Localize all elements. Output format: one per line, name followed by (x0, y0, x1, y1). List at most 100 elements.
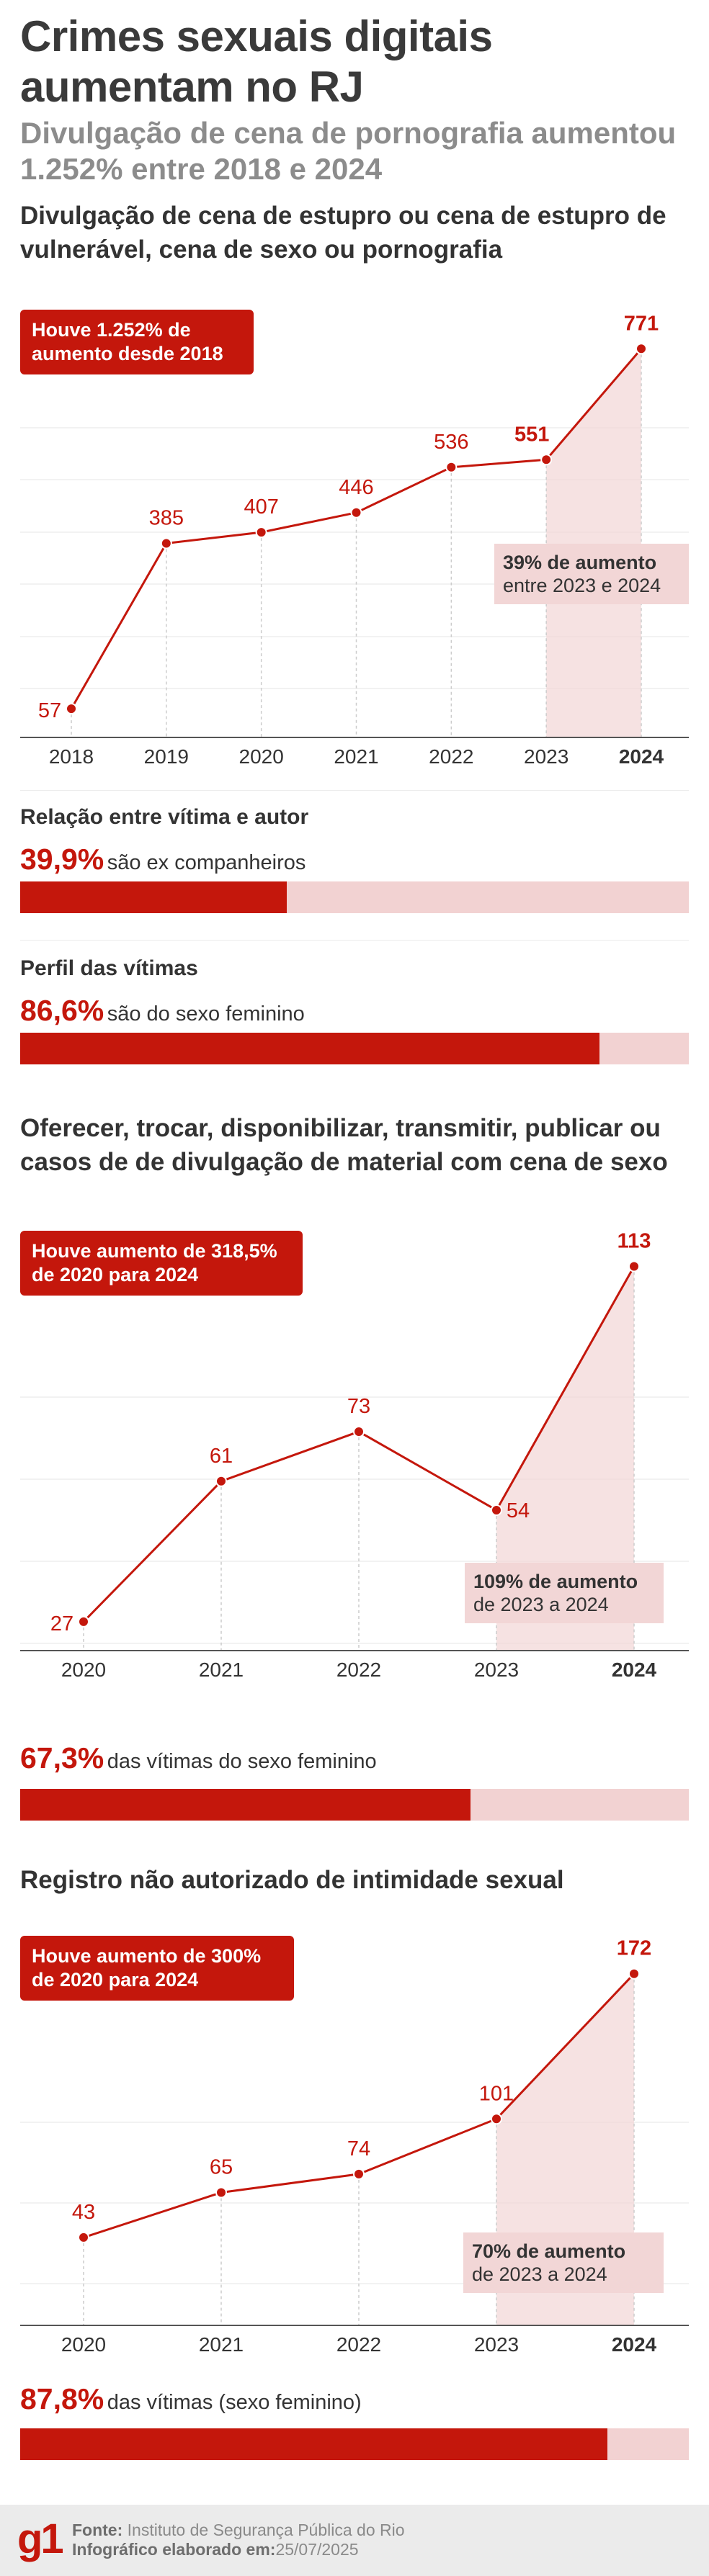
chart2-note-bold: 109% de aumento (473, 1571, 638, 1592)
relation-pct: 39,9% (20, 843, 104, 876)
data-label-2024: 113 (617, 1229, 651, 1252)
date-text: 25/07/2025 (275, 2540, 359, 2559)
divider (20, 790, 689, 791)
chart3-title: Registro não autorizado de intimidade se… (20, 1866, 564, 1894)
data-label-2023: 54 (507, 1499, 530, 1522)
data-label-2023: 101 (479, 2082, 514, 2105)
chart2-title: Oferecer, trocar, disponibilizar, transm… (20, 1114, 668, 1176)
x-tick-2021: 2021 (334, 745, 378, 768)
source-label: Fonte: (72, 2521, 123, 2539)
x-tick-2022: 2022 (336, 1659, 381, 1681)
x-tick-2019: 2019 (144, 745, 189, 768)
chart2-stat: 67,3% das vítimas do sexo feminino (20, 1741, 377, 1775)
page-subtitle: Divulgação de cena de pornografia aument… (20, 116, 677, 186)
chart1-highlight-note: 39% de aumento entre 2023 e 2024 (494, 544, 689, 604)
data-point-2020 (255, 526, 267, 539)
divider (20, 940, 689, 941)
data-point-2024 (628, 1967, 640, 1980)
date-label: Infográfico elaborado em: (72, 2540, 276, 2559)
chart1-note-bold: 39% de aumento (503, 552, 657, 573)
data-point-2022 (353, 2168, 365, 2180)
data-point-2022 (353, 1425, 365, 1437)
data-point-2024 (628, 1260, 640, 1273)
chart3-note-text: de 2023 a 2024 (472, 2263, 607, 2285)
footer: g1 Fonte: Instituto de Segurança Pública… (0, 2505, 709, 2576)
chart3-callout: Houve aumento de 300% de 2020 para 2024 (20, 1936, 294, 2001)
data-label-2018: 57 (38, 699, 61, 722)
source-text: Instituto de Segurança Pública do Rio (127, 2521, 405, 2539)
data-label-2022: 73 (347, 1395, 370, 1418)
data-label-2022: 536 (434, 431, 468, 454)
data-label-2021: 446 (339, 476, 373, 499)
data-point-2023 (491, 2113, 502, 2125)
data-point-2023 (491, 1504, 502, 1516)
x-tick-2024: 2024 (619, 745, 664, 768)
profile-label: Perfil das vítimas (20, 956, 198, 980)
data-label-2024: 771 (624, 312, 659, 335)
chart2-note-text: de 2023 a 2024 (473, 1594, 609, 1615)
profile-bar (20, 1033, 689, 1064)
relation-label: Relação entre vítima e autor (20, 805, 309, 829)
x-tick-2020: 2020 (61, 1659, 106, 1681)
data-point-2022 (445, 461, 458, 473)
chart3-stat-text: das vítimas (sexo feminino) (107, 2391, 362, 2414)
profile-bar-fill (20, 1033, 599, 1064)
chart3-bar (20, 2428, 689, 2460)
data-point-2020 (78, 1615, 89, 1628)
x-tick-2022: 2022 (429, 745, 473, 768)
chart2-callout: Houve aumento de 318,5% de 2020 para 202… (20, 1231, 303, 1296)
data-point-2021 (350, 506, 362, 519)
profile-stat: 86,6% são do sexo feminino (20, 994, 305, 1028)
data-label-2020: 43 (72, 2201, 95, 2224)
data-label-2022: 74 (347, 2137, 370, 2160)
profile-pct: 86,6% (20, 994, 104, 1027)
data-point-2018 (66, 703, 77, 715)
highlight-band (496, 1266, 634, 1651)
x-tick-2024: 2024 (612, 2333, 657, 2356)
data-point-2024 (636, 343, 647, 355)
relation-bar (20, 881, 689, 913)
data-point-2021 (215, 2186, 227, 2199)
profile-text: são do sexo feminino (107, 1002, 305, 1026)
data-point-2020 (78, 2231, 89, 2243)
chart1-callout: Houve 1.252% de aumento desde 2018 (20, 310, 254, 374)
chart3-pct: 87,8% (20, 2382, 104, 2415)
chart2-bar (20, 1789, 689, 1821)
x-tick-2024: 2024 (612, 1659, 657, 1681)
data-point-2023 (540, 454, 553, 466)
data-label-2021: 61 (210, 1445, 233, 1468)
relation-bar-fill (20, 881, 287, 913)
chart2-bar-fill (20, 1789, 471, 1821)
g1-logo[interactable]: g1 (17, 2516, 64, 2562)
data-label-2024: 172 (617, 1937, 651, 1960)
relation-text: são ex companheiros (107, 851, 306, 874)
chart3-note-bold: 70% de aumento (472, 2240, 626, 2262)
chart1-note-text: entre 2023 e 2024 (503, 575, 661, 596)
highlight-band (546, 349, 641, 737)
data-label-2019: 385 (149, 507, 184, 530)
chart1-line-chart: 57 2018 385 2019 407 2020 446 2021 536 2022 551 202… (20, 312, 689, 768)
x-tick-2023: 2023 (474, 1659, 519, 1681)
x-tick-2018: 2018 (49, 745, 94, 768)
chart3-stat: 87,8% das vítimas (sexo feminino) (20, 2382, 362, 2416)
x-tick-2023: 2023 (474, 2333, 519, 2356)
x-tick-2020: 2020 (239, 745, 284, 768)
x-tick-2022: 2022 (336, 2333, 381, 2356)
x-tick-2023: 2023 (524, 745, 568, 768)
data-label-2020: 27 (50, 1612, 73, 1635)
chart2-stat-text: das vítimas do sexo feminino (107, 1750, 377, 1773)
chart2-pct: 67,3% (20, 1741, 104, 1774)
data-label-2023: 551 (514, 423, 549, 446)
chart2-highlight-note: 109% de aumento de 2023 a 2024 (465, 1563, 664, 1623)
footer-source: Fonte: Instituto de Segurança Pública do… (72, 2521, 405, 2559)
chart1-title: Divulgação de cena de estupro ou cena de… (20, 202, 666, 264)
data-point-2021 (215, 1475, 227, 1487)
data-label-2020: 407 (244, 495, 278, 519)
chart3-bar-fill (20, 2428, 607, 2460)
x-tick-2020: 2020 (61, 2333, 106, 2356)
relation-stat: 39,9% são ex companheiros (20, 843, 306, 876)
data-point-2019 (160, 537, 172, 549)
page-title: Crimes sexuais digitais aumentam no RJ (20, 12, 493, 111)
x-tick-2021: 2021 (199, 1659, 244, 1681)
data-label-2021: 65 (210, 2155, 233, 2178)
